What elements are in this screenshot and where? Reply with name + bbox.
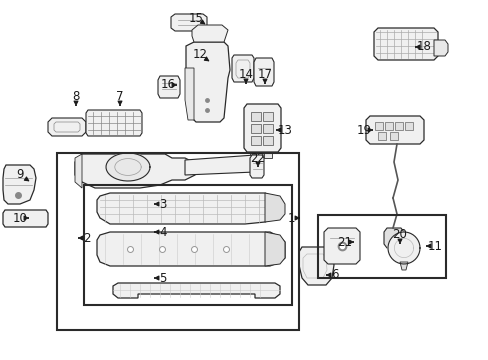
Bar [374, 122, 382, 130]
Polygon shape [264, 152, 271, 158]
Bar [84, 185, 291, 305]
Text: 16: 16 [160, 78, 175, 91]
Polygon shape [249, 152, 258, 158]
Text: 1: 1 [286, 211, 294, 225]
Bar [404, 122, 412, 130]
Bar [263, 136, 272, 145]
Text: 15: 15 [188, 12, 203, 24]
Polygon shape [298, 247, 333, 285]
Text: 18: 18 [416, 40, 430, 54]
Polygon shape [433, 40, 447, 56]
Text: 10: 10 [13, 211, 27, 225]
Text: 17: 17 [257, 68, 272, 81]
Polygon shape [48, 118, 86, 136]
Text: 6: 6 [330, 269, 338, 282]
Polygon shape [106, 153, 150, 181]
Bar [317, 215, 445, 278]
Text: 13: 13 [277, 123, 292, 136]
Bar [250, 112, 261, 121]
Polygon shape [324, 228, 359, 264]
Polygon shape [231, 55, 253, 82]
Polygon shape [249, 155, 264, 178]
Text: 3: 3 [159, 198, 166, 211]
Bar [250, 124, 261, 133]
Polygon shape [171, 14, 206, 31]
Polygon shape [158, 76, 180, 98]
Text: 5: 5 [159, 271, 166, 284]
Polygon shape [3, 210, 48, 227]
Text: 22: 22 [250, 152, 265, 165]
Text: 8: 8 [72, 90, 80, 104]
Polygon shape [365, 116, 423, 144]
Text: 7: 7 [116, 90, 123, 104]
Polygon shape [75, 154, 195, 188]
Text: 4: 4 [159, 225, 166, 238]
Bar [394, 122, 402, 130]
Bar [57, 153, 298, 330]
Polygon shape [244, 104, 281, 152]
Polygon shape [264, 193, 285, 222]
Text: 11: 11 [427, 239, 442, 252]
Polygon shape [184, 68, 194, 120]
Bar [250, 136, 261, 145]
Polygon shape [97, 232, 285, 266]
Bar [384, 122, 392, 130]
Polygon shape [253, 58, 273, 86]
Text: 9: 9 [16, 168, 24, 181]
Polygon shape [113, 283, 280, 298]
Polygon shape [3, 165, 36, 204]
Polygon shape [97, 193, 280, 224]
Polygon shape [264, 232, 285, 266]
Polygon shape [75, 154, 82, 188]
Bar [377, 132, 385, 140]
Text: 19: 19 [356, 123, 371, 136]
Text: 21: 21 [337, 235, 352, 248]
Polygon shape [86, 110, 142, 136]
Text: 12: 12 [192, 49, 207, 62]
Polygon shape [192, 25, 227, 42]
Polygon shape [383, 228, 403, 248]
Polygon shape [184, 155, 258, 175]
Text: 14: 14 [238, 68, 253, 81]
Polygon shape [185, 42, 229, 122]
Polygon shape [399, 262, 407, 270]
Bar [263, 112, 272, 121]
Bar [389, 132, 397, 140]
Text: 20: 20 [392, 229, 407, 242]
Polygon shape [373, 28, 437, 60]
Text: 2: 2 [83, 231, 91, 244]
Polygon shape [387, 232, 419, 264]
Bar [263, 124, 272, 133]
